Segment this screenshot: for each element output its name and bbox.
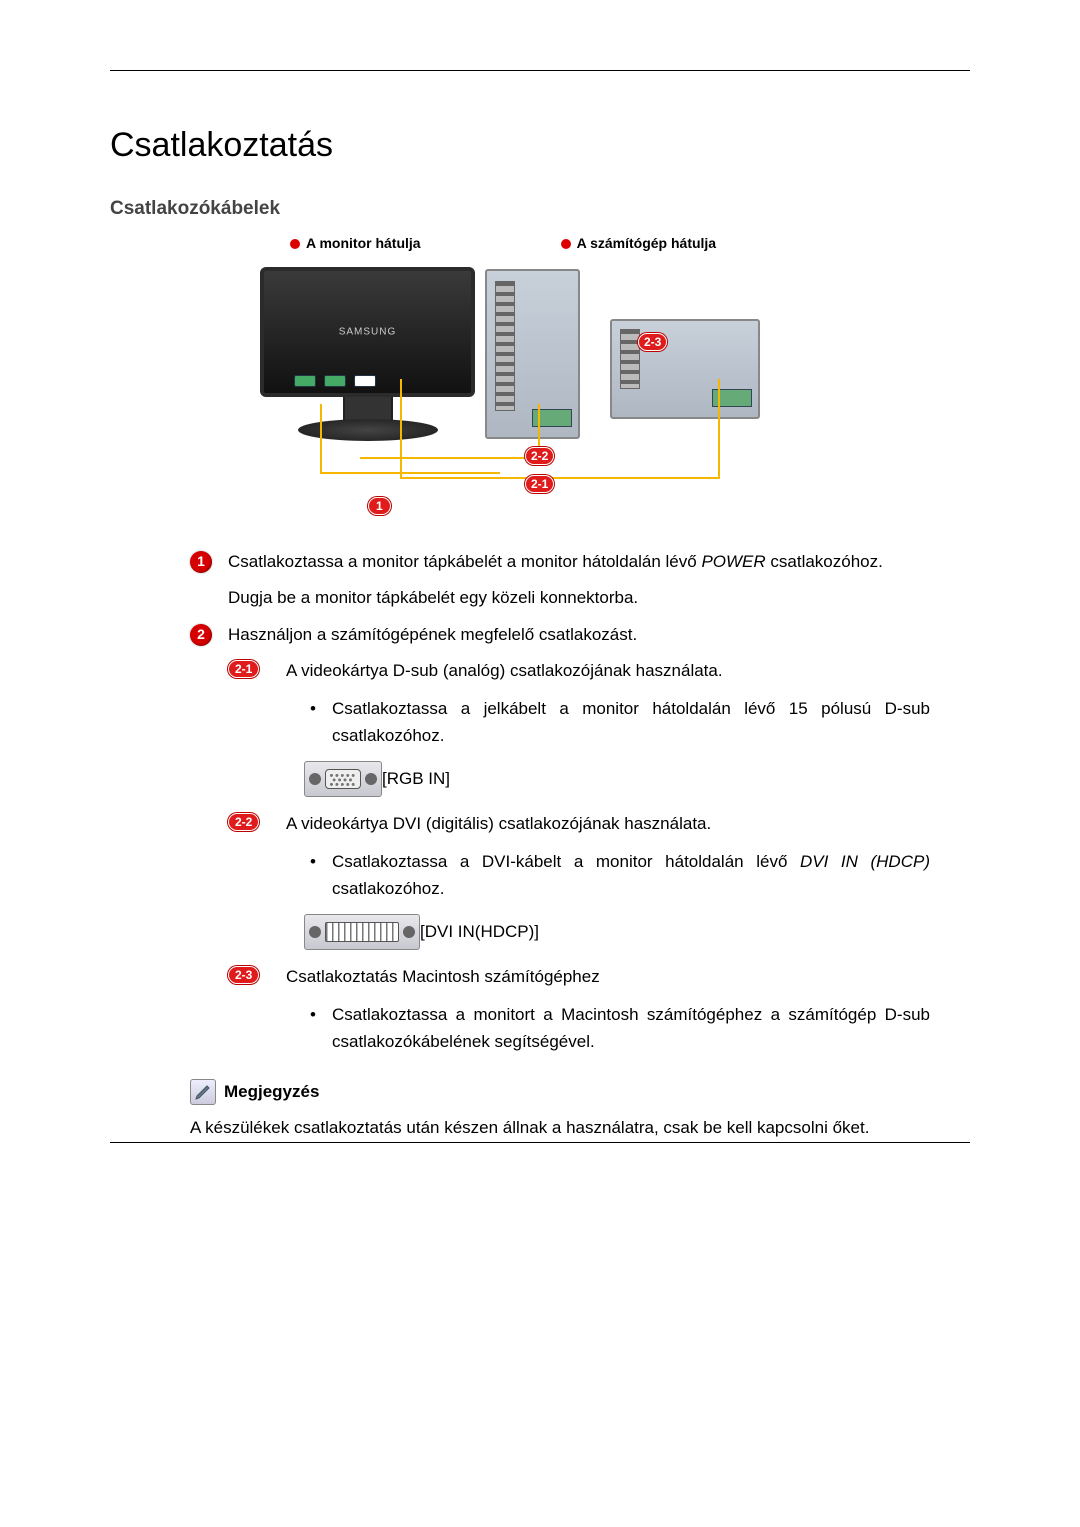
step-number-icon: 1	[190, 551, 212, 573]
text-italic: DVI IN (HDCP)	[800, 852, 930, 871]
step-2: 2 Használjon a számítógépének megfelelő …	[190, 622, 930, 1055]
figure-label-monitor: A monitor hátulja	[306, 233, 421, 255]
substep-2-1: 2-1 A videokártya D-sub (analóg) csatlak…	[228, 658, 930, 797]
substep-badge: 2-3	[228, 966, 259, 984]
text-italic: POWER	[701, 552, 765, 571]
rgb-connector-line: [RGB IN]	[286, 761, 930, 797]
bottom-rule	[110, 1142, 970, 1143]
substep-2-1-bullet: Csatlakoztassa a jelkábelt a monitor hát…	[304, 696, 930, 749]
substep-2-3: 2-3 Csatlakoztatás Macintosh számítógéph…	[228, 964, 930, 1055]
note-icon	[190, 1079, 216, 1105]
note-body: A készülékek csatlakoztatás után készen …	[190, 1115, 970, 1141]
step-2-text: Használjon a számítógépének megfelelő cs…	[228, 622, 930, 648]
figure-badge-22: 2-2	[525, 447, 554, 465]
bullet-icon	[561, 239, 571, 249]
substep-badge: 2-2	[228, 813, 259, 831]
dvi-connector-line: [DVI IN(HDCP)]	[286, 914, 930, 950]
step-1-text-b: Dugja be a monitor tápkábelét egy közeli…	[228, 585, 930, 611]
step-1-text-a: Csatlakoztassa a monitor tápkábelét a mo…	[228, 549, 930, 575]
figure-badge-1: 1	[368, 497, 391, 515]
text: Csatlakoztassa a DVI-kábelt a monitor há…	[332, 852, 800, 871]
page-title: Csatlakoztatás	[110, 119, 970, 172]
steps-list: 1 Csatlakoztassa a monitor tápkábelét a …	[190, 549, 970, 1055]
bullet-icon	[290, 239, 300, 249]
figure-wrap: A monitor hátulja A számítógép hátulja 1…	[110, 233, 970, 509]
connection-figure: 1 2-1 2-2 2-3	[260, 259, 800, 509]
substep-badge: 2-1	[228, 660, 259, 678]
figure-badge-23: 2-3	[638, 333, 667, 351]
section-subtitle: Csatlakozókábelek	[110, 194, 970, 223]
text: csatlakozóhoz.	[332, 879, 444, 898]
dvi-label: [DVI IN(HDCP)]	[420, 922, 539, 941]
substep-2-2: 2-2 A videokártya DVI (digitális) csatla…	[228, 811, 930, 950]
vga-connector-icon	[304, 761, 382, 797]
text: Csatlakoztassa a monitor tápkábelét a mo…	[228, 552, 701, 571]
substep-2-2-bullet: Csatlakoztassa a DVI-kábelt a monitor há…	[304, 849, 930, 902]
figure-label-computer: A számítógép hátulja	[577, 233, 717, 255]
substep-2-2-text: A videokártya DVI (digitális) csatlakozó…	[286, 814, 711, 833]
rgb-label: [RGB IN]	[382, 769, 450, 788]
note-heading-row: Megjegyzés	[190, 1079, 970, 1105]
substep-2-3-text: Csatlakoztatás Macintosh számítógéphez	[286, 967, 600, 986]
step-1: 1 Csatlakoztassa a monitor tápkábelét a …	[190, 549, 930, 612]
note-heading: Megjegyzés	[224, 1079, 319, 1105]
figure-badge-21: 2-1	[525, 475, 554, 493]
substep-2-3-bullet: Csatlakoztassa a monitort a Macintosh sz…	[304, 1002, 930, 1055]
dvi-connector-icon	[304, 914, 420, 950]
top-rule	[110, 70, 970, 71]
step-number-icon: 2	[190, 624, 212, 646]
substep-2-1-text: A videokártya D-sub (analóg) csatlakozój…	[286, 661, 723, 680]
text: csatlakozóhoz.	[766, 552, 883, 571]
